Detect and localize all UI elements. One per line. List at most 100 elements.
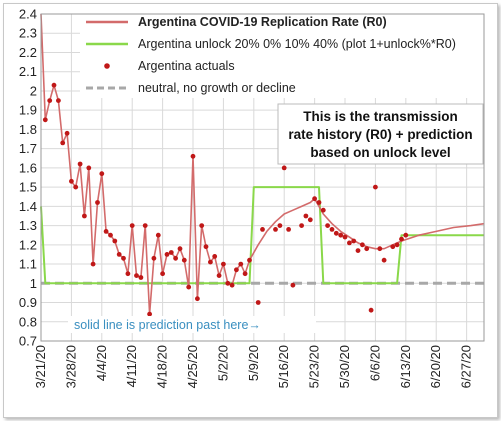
actual-point	[195, 296, 200, 302]
actual-point	[60, 140, 66, 146]
y-tick-label: 2.4	[19, 7, 37, 22]
actual-point	[338, 232, 344, 238]
legend-bg	[80, 10, 488, 98]
actual-point	[121, 255, 126, 261]
x-tick-label: 4/18/20	[155, 345, 170, 388]
actual-point	[129, 223, 135, 229]
x-tick-label: 6/27/20	[459, 345, 474, 388]
actual-point	[199, 223, 205, 229]
actual-point	[99, 171, 105, 177]
actual-point	[364, 246, 370, 252]
actual-point	[134, 273, 139, 278]
x-tick-label: 6/13/20	[398, 345, 413, 388]
actual-point	[255, 300, 261, 305]
prediction-note-text: solid line is prediction past here→	[74, 318, 261, 332]
actual-point	[155, 232, 161, 238]
actual-point	[403, 232, 409, 238]
y-axis-ticks: 2.4 2.3 2.2 2.1 2 1.9 1.8 1.7 1.6 1.5 1.4 1.3 1.2 1.1…	[19, 7, 37, 349]
y-tick-label: 2	[30, 83, 37, 98]
legend-neutral-label: neutral, no growth or decline	[138, 81, 296, 95]
y-tick-label: 1.4	[19, 199, 37, 214]
annotation-line-3: based on unlock level	[310, 145, 450, 160]
actual-point	[286, 227, 291, 232]
actual-point	[64, 130, 70, 136]
actual-point	[312, 196, 317, 202]
actual-point	[381, 257, 387, 263]
x-axis-ticks: 3/21/20 3/28/20 4/4/20 4/11/20 4/18/20 4/25/2…	[33, 345, 474, 388]
actual-point	[368, 307, 374, 313]
actuals-series	[42, 82, 409, 317]
actual-point	[221, 261, 226, 267]
x-tick-label: 6/6/20	[367, 345, 382, 381]
actual-point	[95, 200, 100, 205]
prediction-note-bg	[68, 316, 316, 333]
actual-point	[373, 184, 378, 190]
actual-point	[303, 213, 309, 219]
actual-point	[147, 311, 153, 317]
prediction-note: solid line is prediction past here→	[68, 316, 316, 333]
x-tick-label: 5/2/20	[215, 345, 230, 381]
actual-point	[329, 227, 335, 232]
y-tick-label: 0.7	[19, 334, 37, 349]
actual-point	[186, 284, 192, 290]
actual-point	[360, 242, 365, 248]
actual-point	[316, 200, 322, 205]
x-tick-label: 4/4/20	[94, 345, 109, 381]
actual-point	[247, 257, 252, 263]
actual-point	[342, 234, 348, 240]
actual-point	[103, 229, 109, 234]
actual-point	[138, 275, 144, 280]
actual-point	[86, 165, 92, 171]
actual-point	[160, 271, 166, 277]
annotation-box-bg	[277, 103, 484, 165]
x-tick-label: 5/9/20	[246, 345, 261, 381]
actual-point	[290, 282, 296, 288]
x-tick-label: 3/21/20	[33, 345, 48, 388]
y-tick-label: 1.6	[19, 160, 37, 175]
legend: Argentina COVID-19 Replication Rate (R0)…	[80, 10, 488, 98]
actual-point	[69, 178, 74, 184]
actual-point	[168, 250, 174, 255]
actual-point	[190, 153, 196, 159]
actual-point	[355, 248, 361, 254]
unlock-series-line	[40, 186, 484, 285]
x-tick-label: 3/28/20	[63, 345, 78, 388]
y-tick-label: 1.1	[19, 257, 37, 272]
y-tick-label: 1	[30, 276, 37, 291]
y-tick-label: 1.9	[19, 103, 37, 118]
actual-point	[56, 98, 61, 103]
actual-point	[108, 232, 113, 238]
actual-point	[112, 238, 118, 244]
actual-point	[51, 82, 57, 88]
actual-point	[173, 255, 179, 261]
y-tick-label: 2.2	[19, 45, 37, 60]
actual-point	[238, 261, 244, 267]
actual-point	[325, 223, 330, 229]
actual-point	[73, 184, 79, 190]
actual-point	[273, 227, 278, 232]
actual-point	[347, 240, 352, 246]
annotation-line-1: This is the transmission	[303, 109, 458, 124]
x-tick-label: 5/16/20	[276, 345, 291, 388]
actual-point	[82, 213, 87, 219]
plot-area-border	[40, 13, 485, 342]
actual-point	[151, 255, 157, 261]
y-tick-label: 1.7	[19, 141, 37, 156]
actual-point	[77, 161, 83, 167]
actual-point	[351, 238, 357, 244]
y-tick-label: 2.1	[19, 64, 37, 79]
actual-point	[242, 271, 248, 277]
annotation-line-2: rate history (R0) + prediction	[288, 127, 472, 142]
actual-point	[320, 207, 326, 213]
actual-point	[90, 261, 96, 267]
actual-point	[203, 244, 209, 250]
actual-point	[208, 259, 213, 265]
actual-point	[216, 273, 222, 278]
legend-r0-label: Argentina COVID-19 Replication Rate (R0)	[138, 15, 387, 29]
x-tick-label: 5/23/20	[307, 345, 322, 388]
actual-point	[234, 267, 239, 273]
x-tick-label: 4/11/20	[124, 345, 139, 387]
y-tick-label: 0.9	[19, 295, 37, 310]
legend-unlock-label: Argentina unlock 20% 0% 10% 40% (plot 1+…	[138, 37, 456, 51]
